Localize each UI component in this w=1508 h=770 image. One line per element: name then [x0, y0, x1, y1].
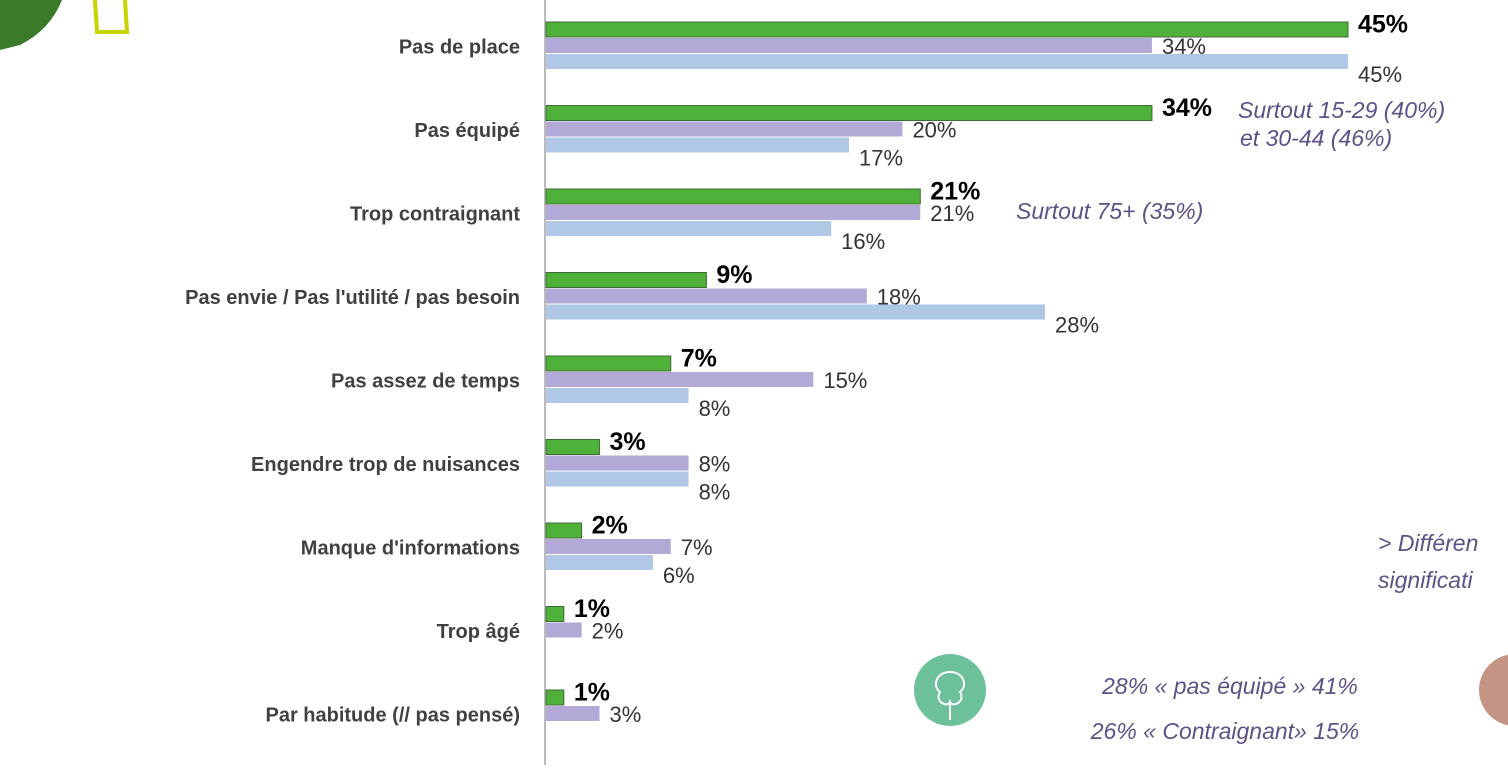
- value-label: 2%: [592, 512, 628, 540]
- category-label: Trop âgé: [437, 621, 520, 643]
- value-label: 8%: [699, 479, 731, 504]
- category-label: Trop contraignant: [350, 203, 520, 225]
- value-label: 15%: [823, 368, 867, 393]
- value-label: 2%: [592, 618, 624, 643]
- decoration: [0, 0, 62, 50]
- value-label: 6%: [663, 563, 695, 588]
- bar: [545, 105, 1153, 121]
- bar: [546, 471, 689, 487]
- value-label: 3%: [609, 702, 641, 727]
- value-label: 1%: [574, 679, 610, 707]
- category-label: Pas équipé: [414, 120, 520, 142]
- value-label: 8%: [699, 451, 731, 476]
- value-label: 28%: [1055, 312, 1099, 337]
- value-label: 1%: [574, 595, 610, 623]
- bar: [546, 205, 921, 220]
- bar: [545, 355, 672, 372]
- category-label: Par habitude (// pas pensé): [265, 704, 520, 726]
- bar: [545, 272, 707, 288]
- bar: [546, 137, 849, 153]
- value-label: 21%: [930, 178, 980, 206]
- value-label: 7%: [681, 535, 713, 560]
- value-label: 34%: [1162, 94, 1212, 122]
- bar: [546, 288, 867, 304]
- bar: [546, 706, 600, 721]
- bar: [545, 188, 921, 205]
- bar: [546, 388, 689, 403]
- value-label: 21%: [930, 201, 974, 226]
- value-label: 45%: [1358, 62, 1402, 87]
- value-label: 8%: [699, 396, 731, 421]
- category-label: Engendre trop de nuisances: [251, 454, 520, 476]
- value-label: 7%: [681, 345, 717, 373]
- bar: [546, 54, 1348, 69]
- bar: [546, 372, 814, 387]
- bar: [546, 622, 582, 638]
- value-label: 9%: [716, 261, 752, 289]
- bar: [545, 606, 565, 622]
- annotation: 26% « Contraignant» 15%: [1090, 718, 1360, 744]
- bar: [546, 304, 1046, 320]
- tree-icon: [934, 671, 966, 720]
- building-icon: [1479, 654, 1508, 726]
- value-label: 20%: [912, 117, 956, 142]
- bar: [545, 21, 1349, 38]
- bar: [546, 121, 903, 137]
- category-label: Pas assez de temps: [331, 370, 520, 392]
- bar: [546, 455, 689, 471]
- category-label: Pas de place: [399, 36, 520, 58]
- annotation: Surtout 15-29 (40%): [1238, 97, 1445, 123]
- bar: [545, 689, 565, 706]
- bar: [545, 522, 583, 539]
- annotation: 28% « pas équipé » 41%: [1101, 673, 1358, 699]
- bar: [546, 539, 671, 554]
- annotation: et 30-44 (46%): [1240, 125, 1392, 151]
- value-label: 16%: [841, 229, 885, 254]
- category-label: Manque d'informations: [301, 537, 520, 559]
- value-label: 45%: [1358, 11, 1408, 39]
- decoration: [93, 0, 130, 34]
- bar: [546, 555, 653, 570]
- value-label: 17%: [859, 145, 903, 170]
- annotation: Surtout 75+ (35%): [1016, 198, 1203, 224]
- annotation: significati: [1378, 567, 1473, 593]
- category-label: Pas envie / Pas l'utilité / pas besoin: [185, 287, 520, 309]
- annotation: > Différen: [1378, 530, 1478, 556]
- bar: [545, 439, 600, 455]
- bar: [546, 221, 832, 236]
- tree-icon: [914, 654, 986, 726]
- value-label: 3%: [609, 428, 645, 456]
- bar: [546, 38, 1152, 53]
